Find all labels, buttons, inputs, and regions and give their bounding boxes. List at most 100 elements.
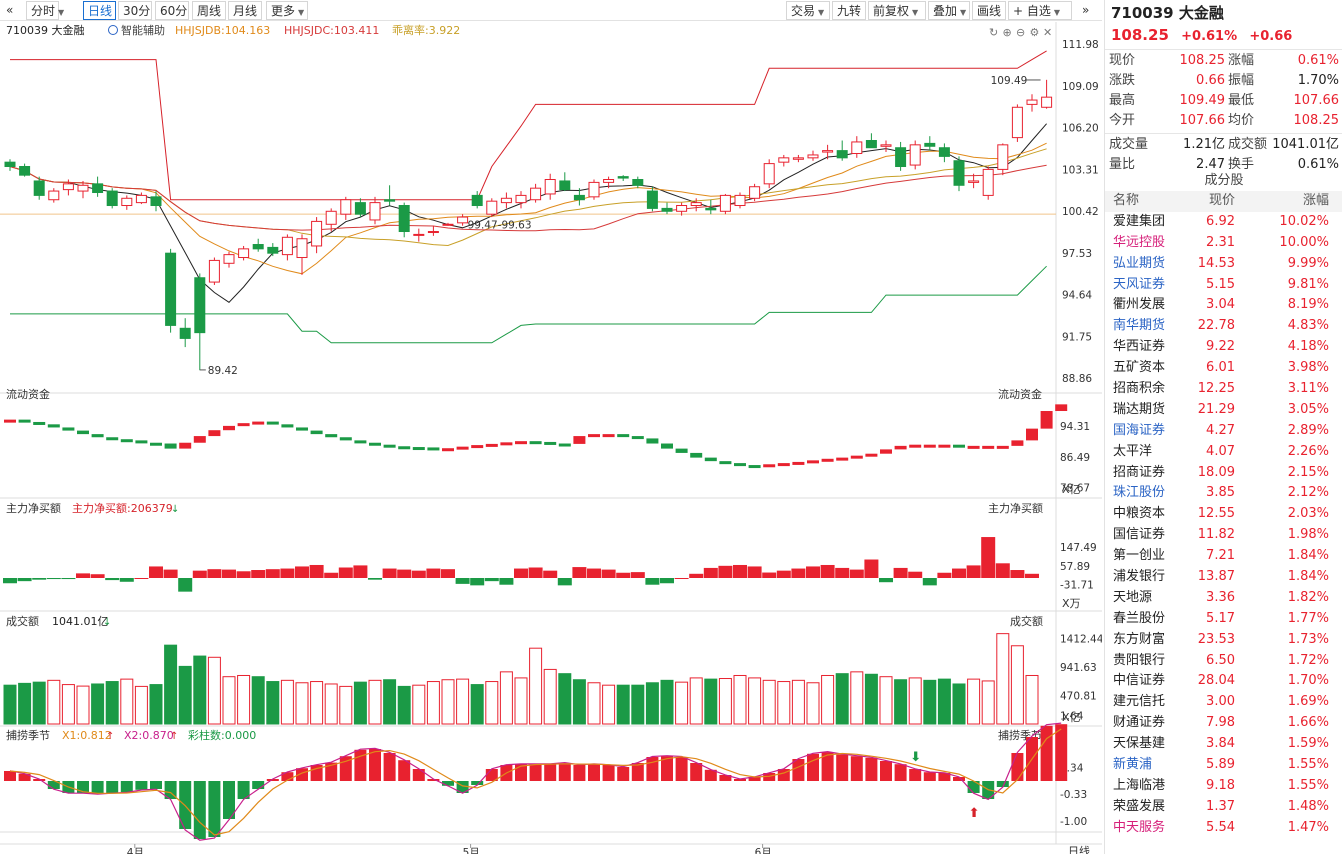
refresh-icon[interactable]: ↻ — [989, 26, 998, 39]
table-row[interactable]: 建元信托 3.00 1.69% — [1105, 692, 1342, 713]
toolbar-right-btn-1[interactable]: 九转 — [832, 1, 866, 20]
cell-change: 8.19% — [1287, 297, 1329, 313]
macd-bar — [748, 777, 761, 781]
macd-bar — [704, 769, 717, 781]
close-icon[interactable]: ✕ — [1043, 26, 1052, 39]
price-tick: 91.75 — [1062, 331, 1092, 343]
table-row[interactable]: 爱建集团 6.92 10.02% — [1105, 212, 1342, 233]
quote-value: 1.70% — [1297, 73, 1339, 88]
table-row[interactable]: 春兰股份 5.17 1.77% — [1105, 609, 1342, 630]
candle — [573, 194, 585, 201]
toolbar-right-btn-5[interactable]: + 自选 ▼ — [1008, 1, 1072, 20]
net-buy-bar — [178, 578, 193, 592]
cell-change: 9.81% — [1287, 276, 1329, 292]
table-row[interactable]: 中信证券 28.04 1.70% — [1105, 671, 1342, 692]
cell-price: 3.85 — [1206, 485, 1235, 501]
table-row[interactable]: 国海证券 4.27 2.89% — [1105, 421, 1342, 442]
toolbar-right-btn-4[interactable]: 画线 — [972, 1, 1006, 20]
table-row[interactable]: 衢州发展 3.04 8.19% — [1105, 295, 1342, 316]
table-row[interactable]: 东方财富 23.53 1.73% — [1105, 630, 1342, 651]
toolbar-btn-1[interactable]: 日线 — [83, 1, 116, 20]
toolbar-right-btn-2[interactable]: 前复权 ▼ — [868, 1, 926, 20]
toolbar-right-btn-0[interactable]: 交易 ▼ — [786, 1, 830, 20]
zoom-in-icon[interactable]: ⊕ — [1003, 26, 1012, 39]
toolbar-btn-6[interactable]: 更多 ▼ — [266, 1, 308, 20]
table-row[interactable]: 招商证券 18.09 2.15% — [1105, 463, 1342, 484]
toolbar-btn-2[interactable]: 30分 — [118, 1, 152, 20]
table-row[interactable]: 弘业期货 14.53 9.99% — [1105, 254, 1342, 275]
volume-bar — [251, 676, 265, 725]
flow-bar — [456, 446, 469, 450]
table-row[interactable]: 华远控股 2.31 10.00% — [1105, 233, 1342, 254]
volume-bar — [748, 677, 762, 725]
quote-value: 2.47 — [1196, 157, 1225, 172]
flow-bar — [617, 434, 630, 438]
volume-bar — [879, 676, 893, 725]
toolbar-btn-label: 周线 — [197, 4, 222, 18]
volume-tick: 470.81 — [1060, 690, 1097, 702]
candle — [588, 181, 600, 198]
toolbar-right-btn-3[interactable]: 叠加 ▼ — [928, 1, 970, 20]
table-row[interactable]: 南华期货 22.78 4.83% — [1105, 316, 1342, 337]
table-row[interactable]: 国信证券 11.82 1.98% — [1105, 525, 1342, 546]
cell-name: 中粮资本 — [1113, 506, 1166, 522]
volume-bar — [689, 677, 703, 725]
volume-bar — [864, 673, 878, 725]
cell-change: 1.55% — [1287, 757, 1329, 773]
cell-price: 7.98 — [1206, 715, 1235, 731]
table-row[interactable]: 中天服务 5.54 1.47% — [1105, 818, 1342, 839]
table-row[interactable]: 瑞达期货 21.29 3.05% — [1105, 400, 1342, 421]
table-row[interactable]: 新黄浦 5.89 1.55% — [1105, 755, 1342, 776]
macd-bar-count: 彩柱数:0.000 — [188, 728, 256, 742]
expand-icon[interactable]: » — [1078, 1, 1100, 20]
candle — [661, 207, 673, 212]
cell-change: 1.70% — [1287, 673, 1329, 689]
table-row[interactable]: 浦发银行 13.87 1.84% — [1105, 567, 1342, 588]
table-row[interactable]: 珠江股份 3.85 2.12% — [1105, 483, 1342, 504]
net-buy-bar — [470, 578, 485, 586]
toolbar-btn-4[interactable]: 周线 — [192, 1, 226, 20]
table-row[interactable]: 中粮资本 12.55 2.03% — [1105, 504, 1342, 525]
cell-name: 华西证券 — [1113, 339, 1166, 355]
net-buy-bar — [660, 578, 674, 584]
macd-bar — [427, 779, 440, 781]
flow-bar — [1040, 411, 1053, 429]
cell-price: 18.09 — [1197, 464, 1235, 480]
toolbar-btn-0[interactable]: 分时 ▼ — [26, 1, 64, 20]
ma5-line — [9, 123, 1047, 303]
table-row[interactable]: 五矿资本 6.01 3.98% — [1105, 358, 1342, 379]
table-row[interactable]: 天保基建 3.84 1.59% — [1105, 734, 1342, 755]
macd-bar — [106, 781, 119, 793]
flow-bar — [427, 447, 440, 451]
zoom-out-icon[interactable]: ⊖ — [1016, 26, 1025, 39]
toolbar-btn-label: + 自选 — [1013, 4, 1051, 18]
volume-panel-title-right: 成交额 — [1010, 614, 1043, 628]
flow-bar — [4, 419, 16, 423]
flow-tick: 94.31 — [1060, 421, 1090, 433]
kline-chart[interactable]: 710039 大金融 智能辅助 HHJSJDB:104.163 HHJSJDC:103… — [0, 22, 1102, 854]
table-row[interactable]: 华西证券 9.22 4.18% — [1105, 337, 1342, 358]
toolbar-btn-5[interactable]: 月线 — [228, 1, 262, 20]
macd-bar — [18, 773, 31, 781]
volume-bar — [616, 684, 630, 725]
table-row[interactable]: 荣盛发展 1.37 1.48% — [1105, 797, 1342, 818]
macd-bar — [412, 769, 425, 781]
settings-icon[interactable]: ⚙ — [1030, 26, 1040, 39]
cell-price: 3.04 — [1206, 297, 1235, 313]
collapse-icon[interactable]: « — [2, 1, 22, 20]
table-row[interactable]: 第一创业 7.21 1.84% — [1105, 546, 1342, 567]
table-row[interactable]: 天风证券 5.15 9.81% — [1105, 275, 1342, 296]
table-row[interactable]: 贵阳银行 6.50 1.72% — [1105, 651, 1342, 672]
table-row[interactable]: 上海临港 9.18 1.55% — [1105, 776, 1342, 797]
table-row[interactable]: 财通证券 7.98 1.66% — [1105, 713, 1342, 734]
cell-name: 招商证券 — [1113, 464, 1166, 480]
flow-bar — [412, 447, 425, 451]
macd-bar — [1040, 725, 1053, 781]
flow-bar — [442, 448, 454, 452]
table-row[interactable]: 招商积余 12.25 3.11% — [1105, 379, 1342, 400]
volume-bar — [353, 681, 367, 725]
toolbar-btn-3[interactable]: 60分 — [155, 1, 189, 20]
table-row[interactable]: 天地源 3.36 1.82% — [1105, 588, 1342, 609]
volume-bar — [499, 671, 513, 725]
table-row[interactable]: 太平洋 4.07 2.26% — [1105, 442, 1342, 463]
